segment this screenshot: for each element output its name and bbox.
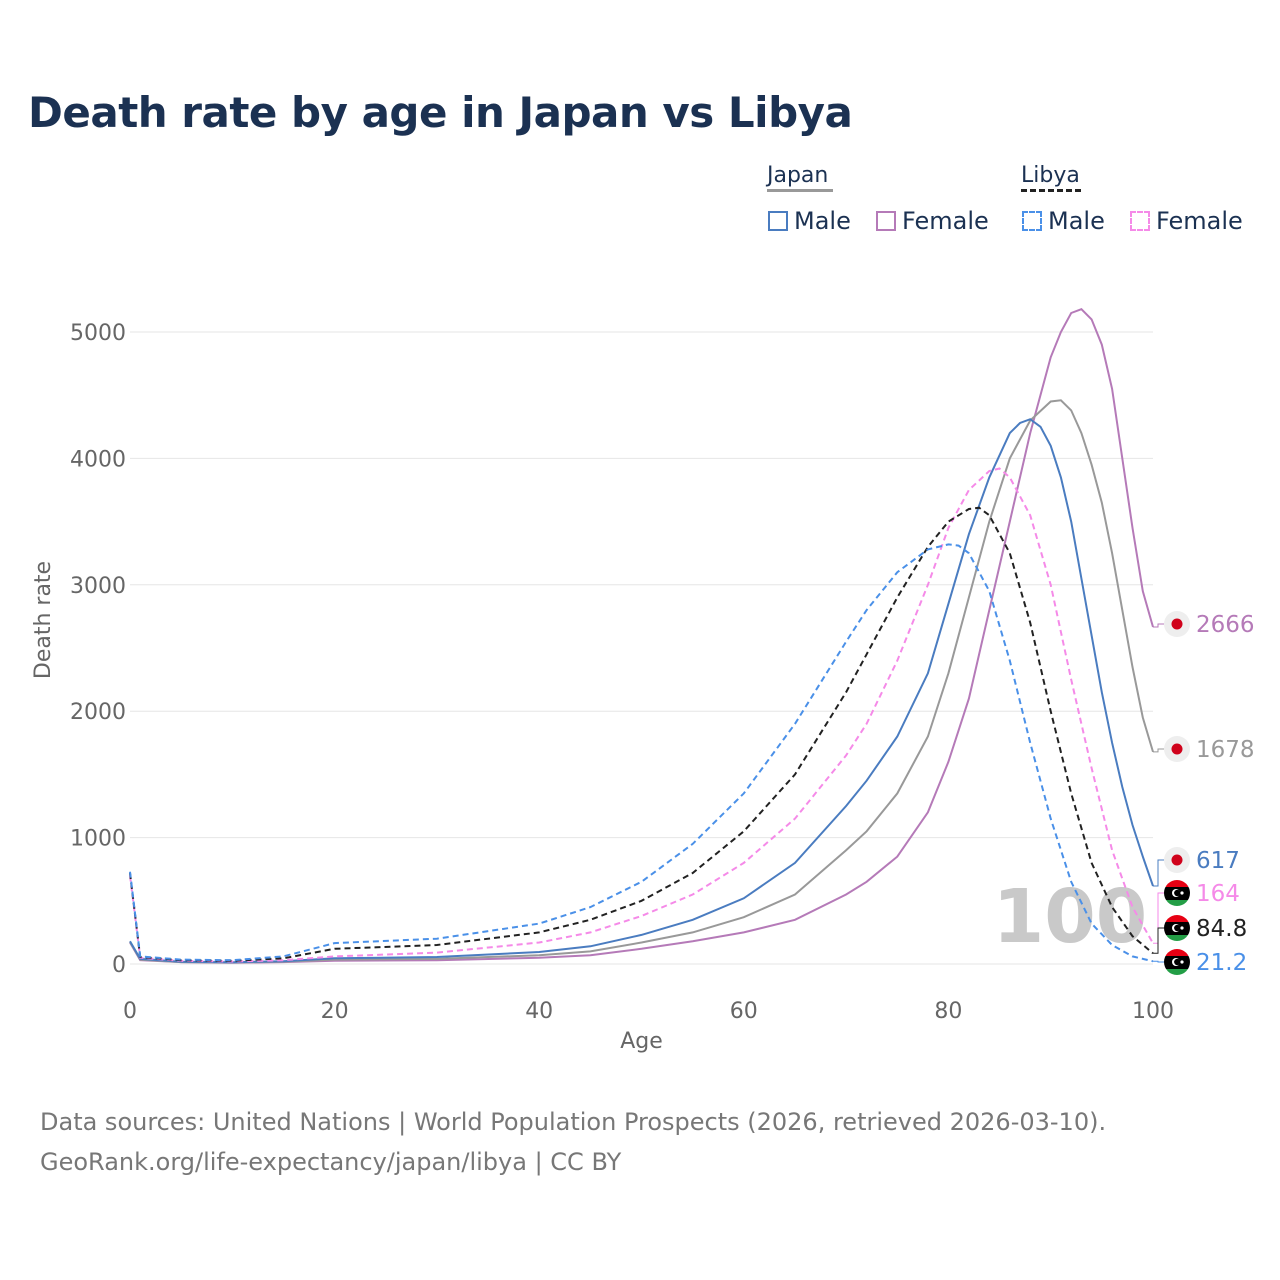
x-tick-label: 80 (934, 999, 962, 1024)
end-label-libya_male: 21.2 (1196, 950, 1247, 976)
legend-libya-line (1021, 189, 1081, 192)
series-line-japan_total (129, 399, 1154, 964)
legend-japan-line (767, 189, 833, 192)
japan-flag-icon (1164, 847, 1190, 873)
end-connector-japan_male (1153, 859, 1164, 887)
end-connector-japan_female (1153, 623, 1164, 628)
libya-flag-green-band (1164, 935, 1190, 941)
end-connector-libya_male (1153, 960, 1164, 963)
end-connector-japan_total (1153, 748, 1164, 753)
japan-flag-icon (1164, 736, 1190, 762)
legend-japan-male-swatch (768, 211, 788, 231)
libya-flag-star (1180, 960, 1184, 964)
japan-flag-icon (1164, 611, 1190, 637)
libya-flag-star (1180, 891, 1184, 895)
libya-flag-icon (1164, 915, 1190, 941)
japan-flag-sun (1171, 854, 1183, 866)
end-label-libya_total: 84.8 (1196, 916, 1247, 942)
x-tick-label: 40 (525, 999, 553, 1024)
y-tick-label: 1000 (70, 827, 126, 852)
series-lines (129, 308, 1154, 964)
japan-flag-sun (1171, 743, 1183, 755)
libya-flag-star (1180, 926, 1184, 930)
libya-flag-crescent-cut (1174, 958, 1181, 966)
y-tick-label: 2000 (70, 700, 126, 725)
libya-flag-icon (1164, 880, 1190, 906)
footer-link[interactable]: GeoRank.org/life-expectancy/japan/libya … (40, 1148, 622, 1176)
y-tick-label: 0 (112, 953, 126, 978)
libya-flag-green-band (1164, 969, 1190, 975)
end-labels: 2666 1678 617 164 84.8 21.2 (1153, 611, 1255, 976)
libya-flag-crescent-cut (1174, 924, 1181, 932)
y-tick-label: 5000 (70, 321, 126, 346)
legend-japan-heading: Japan (767, 163, 833, 192)
gridlines (130, 331, 1153, 965)
end-connector-libya_total (1153, 927, 1164, 954)
end-label-japan_male: 617 (1196, 848, 1240, 874)
x-tick-label: 0 (123, 999, 137, 1024)
x-tick-label: 20 (321, 999, 349, 1024)
legend-libya-female[interactable]: Female (1130, 207, 1243, 235)
libya-flag-crescent-cut (1174, 889, 1181, 897)
x-tick-label: 100 (1132, 999, 1174, 1024)
legend-libya-heading: Libya (1021, 163, 1081, 192)
series-line-libya_total (129, 506, 1154, 962)
end-label-japan_total: 1678 (1196, 737, 1255, 763)
legend-libya-female-swatch (1130, 211, 1150, 231)
y-tick-label: 3000 (70, 574, 126, 599)
libya-flag-icon (1164, 949, 1190, 975)
axes: 0 1000 2000 3000 4000 5000 0 20 40 60 80 100 Age Deat… (31, 321, 1174, 1054)
libya-flag-red-band (1164, 949, 1190, 956)
legend-japan-female-swatch (876, 211, 896, 231)
libya-flag-green-band (1164, 900, 1190, 906)
y-tick-label: 4000 (70, 447, 126, 472)
end-label-libya_female: 164 (1196, 881, 1240, 907)
legend-libya-male-swatch (1022, 211, 1042, 231)
series-line-japan_female (129, 308, 1154, 964)
y-axis-label: Death rate (31, 561, 56, 679)
end-label-japan_female: 2666 (1196, 612, 1255, 638)
x-axis-label: Age (620, 1029, 663, 1054)
chart-title: Death rate by age in Japan vs Libya (28, 88, 853, 137)
legend-libya-male[interactable]: Male (1022, 207, 1105, 235)
legend-japan-female[interactable]: Female (876, 207, 989, 235)
legend-japan-male[interactable]: Male (768, 207, 851, 235)
end-connector-libya_female (1153, 892, 1164, 944)
footer-source: Data sources: United Nations | World Pop… (40, 1108, 1107, 1136)
series-line-japan_male (129, 418, 1154, 964)
x-tick-label: 60 (730, 999, 758, 1024)
series-line-libya_female (129, 467, 1154, 963)
libya-flag-red-band (1164, 915, 1190, 922)
japan-flag-sun (1171, 618, 1183, 630)
libya-flag-red-band (1164, 880, 1190, 887)
series-line-libya_male (129, 543, 1154, 963)
year-watermark: 100 (993, 874, 1147, 960)
